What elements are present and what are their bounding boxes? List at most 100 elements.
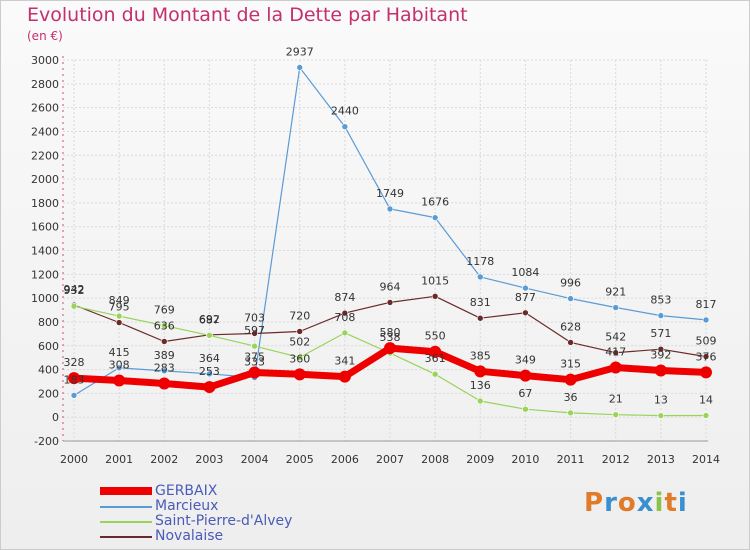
data-point: [612, 304, 620, 311]
data-point: [160, 338, 168, 345]
data-point: [657, 312, 665, 319]
x-tick-label: 2000: [60, 453, 88, 466]
data-label: 542: [605, 331, 626, 344]
legend-swatch-novalaise: [100, 536, 152, 538]
data-label: 361: [425, 352, 446, 365]
data-point: [115, 319, 123, 326]
data-point: [702, 412, 710, 419]
data-point: [431, 214, 439, 221]
data-point: [115, 364, 123, 372]
data-label: 502: [289, 335, 310, 348]
x-tick-label: 2009: [466, 453, 494, 466]
legend-swatch-saint-pierre-d-alvey: [100, 521, 152, 523]
data-label: 349: [515, 354, 536, 367]
data-point: [700, 366, 712, 379]
x-tick-label: 2014: [692, 453, 720, 466]
data-label: 769: [154, 304, 175, 317]
data-label: 253: [199, 365, 220, 378]
y-tick-label: 600: [38, 340, 59, 353]
x-tick-label: 2013: [647, 453, 675, 466]
data-label: 36: [564, 391, 578, 404]
y-tick-label: 2400: [31, 125, 59, 138]
data-point: [160, 322, 168, 329]
data-point: [296, 328, 304, 335]
data-point: [160, 367, 168, 375]
data-point: [431, 370, 439, 378]
logo-letter: i: [677, 488, 688, 518]
x-tick-label: 2002: [150, 453, 178, 466]
data-point: [70, 392, 78, 399]
y-tick-label: 2600: [31, 102, 59, 115]
data-point: [338, 370, 351, 383]
data-label: 385: [470, 349, 491, 362]
data-point: [522, 309, 529, 317]
data-label: 795: [109, 301, 130, 314]
data-label: 921: [605, 286, 626, 299]
data-label: 2937: [286, 46, 314, 59]
y-tick-label: 400: [38, 364, 59, 377]
data-point: [612, 349, 620, 356]
data-label: 389: [154, 349, 175, 362]
data-point: [341, 123, 349, 130]
data-label: 341: [334, 355, 355, 368]
data-point: [522, 405, 529, 413]
data-label: 1676: [421, 196, 449, 209]
data-point: [519, 369, 532, 382]
data-label: 1749: [376, 187, 404, 200]
x-tick-label: 2010: [511, 453, 539, 466]
y-tick-label: 1000: [31, 292, 59, 305]
data-label: 996: [560, 277, 581, 290]
data-point: [386, 299, 394, 306]
data-label: 571: [650, 327, 671, 340]
data-label: 392: [650, 349, 671, 362]
logo-letter: i: [654, 488, 665, 518]
data-point: [567, 295, 574, 302]
data-label: 849: [109, 294, 130, 307]
data-point: [203, 381, 216, 394]
data-label: 415: [109, 346, 130, 359]
data-point: [113, 374, 126, 387]
x-tick-label: 2003: [195, 453, 223, 466]
data-point: [609, 361, 622, 374]
data-point: [476, 314, 484, 322]
data-point: [293, 368, 306, 381]
logo-letter: r: [604, 488, 618, 518]
data-label: 1084: [511, 266, 539, 279]
data-label: 877: [515, 291, 536, 304]
legend-label-novalaise: Novalaise: [155, 528, 224, 544]
data-label: 853: [650, 294, 671, 307]
data-label: 636: [154, 319, 175, 332]
y-tick-label: 2000: [31, 173, 59, 186]
data-label: 817: [696, 298, 717, 311]
data-label: 538: [380, 331, 401, 344]
legend-swatch-gerbaix: [100, 487, 152, 495]
data-label: 932: [64, 284, 85, 297]
data-point: [567, 409, 574, 417]
data-label: 333: [244, 356, 265, 369]
data-point: [384, 342, 396, 355]
data-point: [296, 64, 304, 71]
data-label: 1178: [466, 255, 494, 268]
data-point: [251, 342, 258, 350]
legend-swatch-marcieux: [100, 506, 152, 508]
data-label: 597: [244, 324, 265, 337]
data-point: [206, 370, 213, 378]
logo-letter: x: [636, 488, 655, 518]
data-point: [476, 273, 484, 281]
x-tick-label: 2007: [376, 453, 404, 466]
x-tick-label: 2001: [105, 453, 133, 466]
data-point: [251, 330, 258, 337]
data-label: 376: [696, 350, 717, 363]
data-point: [476, 397, 484, 405]
x-tick-label: 2006: [331, 453, 359, 466]
data-label: 21: [609, 393, 623, 406]
x-tick-label: 2008: [421, 453, 449, 466]
legend-label-gerbaix: GERBAIX: [155, 483, 218, 499]
data-label: 283: [154, 361, 175, 374]
x-tick-label: 2012: [602, 453, 630, 466]
data-point: [70, 302, 78, 310]
y-tick-label: 200: [38, 387, 59, 400]
data-point: [115, 312, 123, 320]
data-label: 942: [64, 283, 85, 296]
